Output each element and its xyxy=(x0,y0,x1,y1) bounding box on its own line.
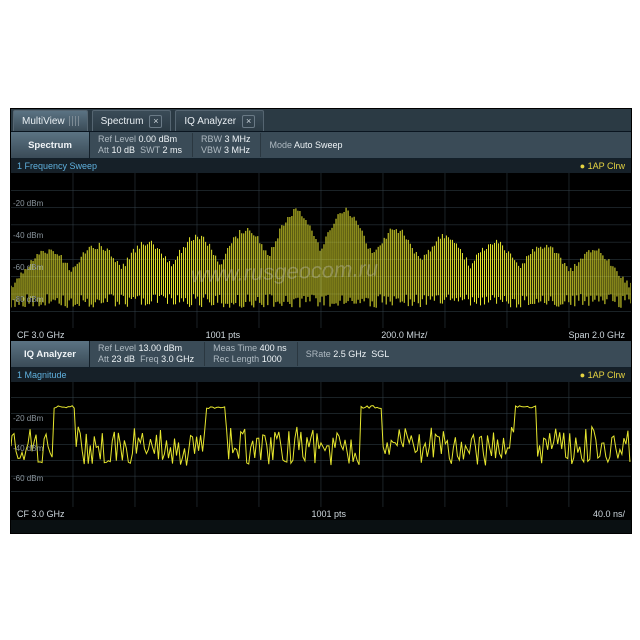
iq-magnitude-plot[interactable]: YIG Bypass -20 dBm -40 dBm -60 dBm CF 3.… xyxy=(11,382,631,520)
trace-mode-indicator: ● 1AP Clrw xyxy=(580,370,625,380)
ref-level-value: 13.00 dBm xyxy=(139,343,183,353)
iq-x-axis: CF 3.0 GHz 1001 pts 40.0 ns/ xyxy=(11,507,631,520)
swt-label: SWT xyxy=(140,145,160,155)
axis-pts: 1001 pts xyxy=(311,509,346,519)
tab-spectrum[interactable]: Spectrum × xyxy=(92,110,172,131)
srate-value: 2.5 GHz xyxy=(333,349,366,359)
ref-level-value: 0.00 dBm xyxy=(139,134,178,144)
tab-iq-analyzer[interactable]: IQ Analyzer × xyxy=(175,110,264,131)
axis-perdiv: 40.0 ns/ xyxy=(593,509,625,519)
rbw-value: 3 MHz xyxy=(224,134,250,144)
swt-value: 2 ms xyxy=(162,145,182,155)
iq-trace xyxy=(11,382,631,507)
iq-subheader: 1 Magnitude ● 1AP Clrw xyxy=(11,368,631,382)
axis-perdiv: 200.0 MHz/ xyxy=(381,330,427,340)
tab-multiview[interactable]: MultiView xyxy=(13,110,88,131)
axis-pts: 1001 pts xyxy=(206,330,241,340)
spectrum-trace xyxy=(11,173,631,329)
y-label: -60 dBm xyxy=(13,263,43,272)
tab-label: IQ Analyzer xyxy=(184,116,236,127)
spectrum-subheader: 1 Frequency Sweep ● 1AP Clrw xyxy=(11,159,631,173)
iq-param-bar: IQ Analyzer Ref Level 13.00 dBm Att 23 d… xyxy=(11,341,631,368)
tab-strip: MultiView Spectrum × IQ Analyzer × xyxy=(11,109,631,132)
sgl-indicator: SGL xyxy=(371,349,389,359)
axis-span: Span 2.0 GHz xyxy=(568,330,625,340)
tab-label: Spectrum xyxy=(101,116,144,127)
freq-label: Freq xyxy=(140,354,159,364)
mode-value: Auto Sweep xyxy=(294,140,343,150)
att-value: 10 dB xyxy=(112,145,136,155)
trace-title: 1 Frequency Sweep xyxy=(17,161,97,171)
grip-icon xyxy=(69,116,79,126)
y-label: -80 dBm xyxy=(13,295,43,304)
meas-time-value: 400 ns xyxy=(260,343,287,353)
y-label: -60 dBm xyxy=(13,474,43,483)
mode-button-spectrum[interactable]: Spectrum xyxy=(11,132,90,158)
srate-label: SRate xyxy=(306,349,331,359)
vbw-label: VBW xyxy=(201,145,222,155)
y-label: -40 dBm xyxy=(13,231,43,240)
axis-cf: CF 3.0 GHz xyxy=(17,509,65,519)
close-icon[interactable]: × xyxy=(149,115,162,128)
y-label: -20 dBm xyxy=(13,199,43,208)
att-label: Att xyxy=(98,354,109,364)
att-value: 23 dB xyxy=(112,354,136,364)
ref-level-label: Ref Level xyxy=(98,134,136,144)
spectrum-param-bar: Spectrum Ref Level 0.00 dBm Att 10 dB SW… xyxy=(11,132,631,159)
spectrum-x-axis: CF 3.0 GHz 1001 pts 200.0 MHz/ Span 2.0 … xyxy=(11,328,631,341)
spectrum-plot[interactable]: -20 dBm -40 dBm -60 dBm -80 dBm CF 3.0 G… xyxy=(11,173,631,341)
att-label: Att xyxy=(98,145,109,155)
vbw-value: 3 MHz xyxy=(224,145,250,155)
rec-length-value: 1000 xyxy=(262,354,282,364)
close-icon[interactable]: × xyxy=(242,115,255,128)
mode-label: Mode xyxy=(269,140,292,150)
tab-label: MultiView xyxy=(22,116,65,127)
rec-length-label: Rec Length xyxy=(213,354,259,364)
freq-value: 3.0 GHz xyxy=(161,354,194,364)
rbw-label: RBW xyxy=(201,134,222,144)
analyzer-window: MultiView Spectrum × IQ Analyzer × Spect… xyxy=(10,108,632,534)
ref-level-label: Ref Level xyxy=(98,343,136,353)
y-label: -20 dBm xyxy=(13,414,43,423)
mode-button-iq[interactable]: IQ Analyzer xyxy=(11,341,90,367)
y-label: -40 dBm xyxy=(13,444,43,453)
trace-mode-indicator: ● 1AP Clrw xyxy=(580,161,625,171)
trace-title: 1 Magnitude xyxy=(17,370,67,380)
axis-cf: CF 3.0 GHz xyxy=(17,330,65,340)
meas-time-label: Meas Time xyxy=(213,343,257,353)
